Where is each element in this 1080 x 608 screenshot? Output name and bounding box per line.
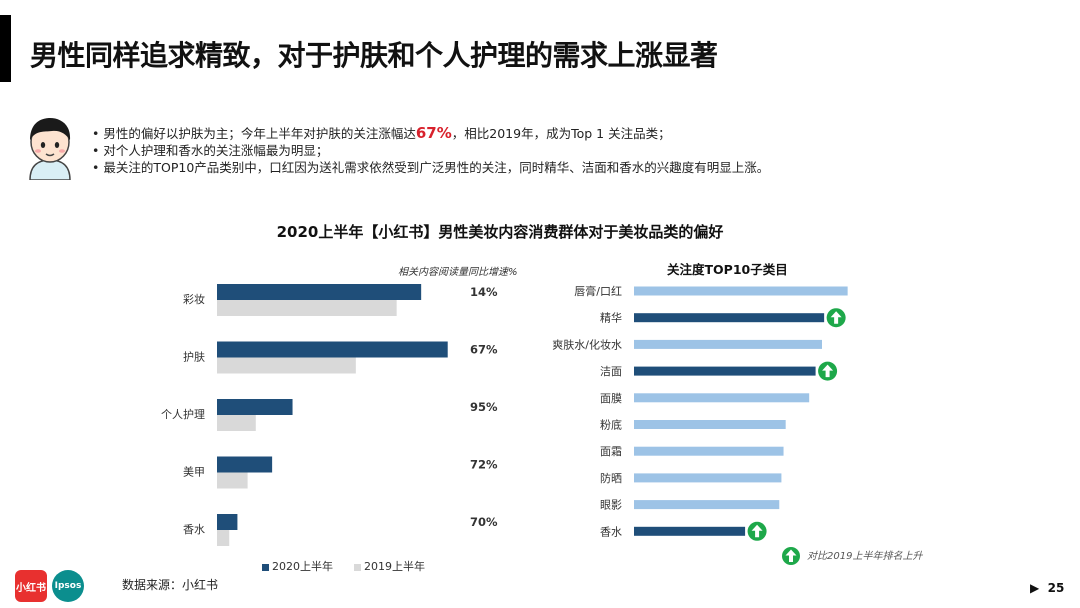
bar-2019: [217, 357, 356, 374]
chart-legend: 2020上半年 2019上半年: [262, 558, 425, 574]
rank-up-note: 对比2019上半年排名上升: [781, 546, 922, 566]
subcategory-label: 洁面: [600, 365, 622, 378]
avatar-icon: [29, 118, 71, 180]
subcategory-label: 唇膏/口红: [574, 284, 622, 298]
subcategory-label: 粉底: [600, 418, 622, 432]
bar-2020: [217, 284, 422, 300]
bullet-text: 男性的偏好以护肤为主；今年上半年对护肤的关注涨幅达: [103, 126, 416, 141]
bar-2020: [217, 341, 448, 358]
category-label: 护肤: [183, 350, 205, 364]
bar-2020: [217, 456, 273, 473]
category-label: 香水: [183, 523, 205, 536]
subcategory-bar: [634, 313, 825, 323]
page-number: ▶ 25: [1030, 581, 1064, 595]
bar-2019: [217, 415, 256, 431]
bullet-item: 男性的偏好以护肤为主；今年上半年对护肤的关注涨幅达67%，相比2019年，成为T…: [92, 125, 769, 142]
subcategory-bar: [634, 393, 810, 403]
highlight-value: 67%: [415, 124, 452, 142]
subcategory-label: 香水: [600, 525, 622, 538]
subcategory-bar: [634, 339, 822, 349]
bar-2019: [217, 472, 248, 489]
growth-rate-label: 72%: [470, 458, 498, 472]
page-number-value: 25: [1047, 581, 1065, 595]
bullet-text: ，相比2019年，成为Top 1 关注品类；: [451, 126, 671, 141]
bar-2020: [217, 399, 293, 415]
data-source: 数据来源：小红书: [122, 578, 219, 592]
subcategory-label: 面霜: [600, 445, 622, 458]
category-label: 彩妆: [183, 293, 205, 306]
subcategory-bar: [634, 366, 816, 376]
subcategory-label: 防晒: [600, 471, 622, 485]
legend-item: 2019上半年: [354, 560, 425, 573]
subcategory-bar: [634, 286, 848, 296]
rank-up-icon: [782, 547, 800, 565]
bar-2019: [217, 300, 397, 316]
growth-rate-label: 67%: [470, 343, 498, 357]
bullet-text: 最关注的TOP10产品类别中，口红因为送礼需求依然受到广泛男性的关注，同时精华、…: [103, 160, 770, 175]
growth-rate-label: 70%: [470, 515, 498, 529]
bullet-item: 对个人护理和香水的关注涨幅最为明显；: [92, 142, 769, 159]
legend-swatch-2020: [262, 563, 269, 571]
play-arrow-icon: ▶: [1030, 581, 1040, 595]
legend-label: 2019上半年: [364, 560, 425, 573]
subcategory-label: 眼影: [600, 499, 622, 512]
title-accent-bar: [0, 15, 11, 82]
rank-up-arrow-icon: [822, 364, 834, 378]
legend-label: 2020上半年: [272, 560, 333, 573]
growth-rate-label: 95%: [470, 400, 498, 414]
category-preference-chart: 彩妆 14% 护肤 67% 个人护理 95% 美甲 72% 香水 70%: [161, 284, 498, 546]
growth-rate-caption: 相关内容阅读量同比增速%: [398, 267, 518, 278]
category-label: 美甲: [183, 466, 205, 479]
subcategory-bar: [634, 446, 784, 456]
summary-bullets: 男性的偏好以护肤为主；今年上半年对护肤的关注涨幅达67%，相比2019年，成为T…: [92, 125, 769, 176]
legend-item: 2020上半年: [262, 560, 333, 573]
subcategory-label: 爽肤水/化妆水: [552, 337, 622, 351]
bar-2019: [217, 530, 230, 546]
subcategory-bar: [634, 526, 746, 536]
subcategory-label: 精华: [600, 311, 622, 325]
category-label: 个人护理: [161, 407, 205, 421]
bullet-text: 对个人护理和香水的关注涨幅最为明显；: [103, 143, 329, 158]
rank-up-note-text: 对比2019上半年排名上升: [807, 551, 923, 562]
xiaohongshu-logo: 小红书: [15, 570, 47, 602]
bar-2020: [217, 514, 238, 530]
rank-up-arrow-icon: [830, 311, 842, 324]
growth-rate-label: 14%: [470, 285, 498, 299]
subcategory-bar: [634, 420, 786, 429]
ipsos-logo: Ipsos: [52, 570, 84, 602]
rank-up-arrow-icon: [751, 524, 763, 538]
subcategory-bar: [634, 500, 780, 510]
legend-swatch-2019: [354, 563, 361, 571]
chart-title: 2020上半年【小红书】男性美妆内容消费群体对于美妆品类的偏好: [276, 223, 724, 241]
top10-chart-title: 关注度TOP10子类目: [667, 262, 788, 277]
subcategory-label: 面膜: [600, 392, 622, 405]
subcategory-bar: [634, 473, 782, 483]
bullet-item: 最关注的TOP10产品类别中，口红因为送礼需求依然受到广泛男性的关注，同时精华、…: [92, 159, 769, 176]
page-title: 男性同样追求精致，对于护肤和个人护理的需求上涨显著: [30, 39, 718, 72]
